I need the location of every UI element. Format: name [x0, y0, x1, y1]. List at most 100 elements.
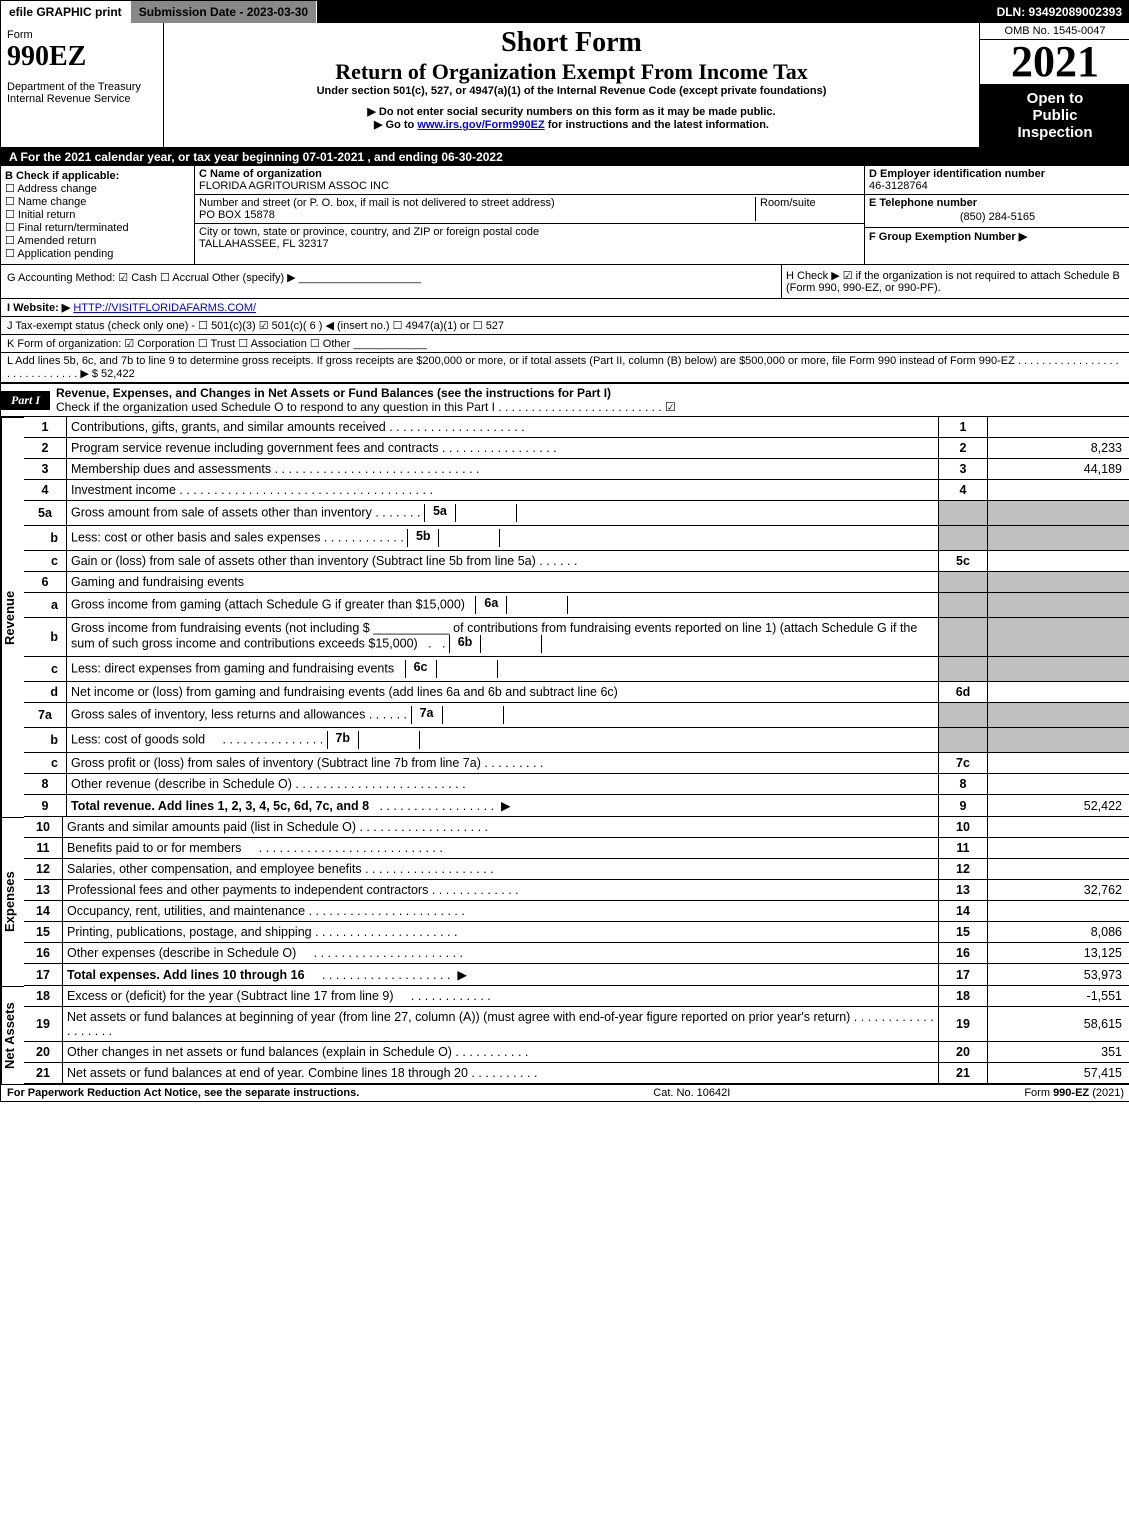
opt-application-pending[interactable]: ☐ Application pending [5, 247, 190, 260]
header-left: Form 990EZ Department of the Treasury In… [1, 23, 164, 147]
box-f: F Group Exemption Number ▶ [865, 228, 1129, 245]
row-5b: bLess: cost or other basis and sales exp… [24, 526, 1129, 551]
row-8: 8Other revenue (describe in Schedule O) … [24, 774, 1129, 795]
opt-final-return[interactable]: ☐ Final return/terminated [5, 221, 190, 234]
row-6c: cLess: direct expenses from gaming and f… [24, 657, 1129, 682]
row-6a: aGross income from gaming (attach Schedu… [24, 593, 1129, 618]
part1-title-text: Revenue, Expenses, and Changes in Net As… [56, 386, 611, 400]
line-j: J Tax-exempt status (check only one) - ☐… [1, 317, 1129, 335]
header-right: OMB No. 1545-0047 2021 Open to Public In… [980, 23, 1129, 147]
row-19: 19Net assets or fund balances at beginni… [24, 1007, 1129, 1042]
row-7a: 7aGross sales of inventory, less returns… [24, 703, 1129, 728]
ein-label: D Employer identification number [869, 168, 1045, 180]
org-name: FLORIDA AGRITOURISM ASSOC INC [199, 180, 389, 192]
opt-initial-return[interactable]: ☐ Initial return [5, 208, 190, 221]
row-10: 10Grants and similar amounts paid (list … [24, 817, 1129, 838]
irs-link[interactable]: www.irs.gov/Form990EZ [417, 119, 544, 131]
submission-date: Submission Date - 2023-03-30 [131, 1, 317, 23]
line-l: L Add lines 5b, 6c, and 7b to line 9 to … [1, 353, 1129, 383]
box-b-title: B Check if applicable: [5, 170, 190, 182]
row-1: 1Contributions, gifts, grants, and simil… [24, 417, 1129, 438]
box-b: B Check if applicable: ☐ Address change … [1, 166, 195, 264]
row-18: 18Excess or (deficit) for the year (Subt… [24, 986, 1129, 1007]
row-6: 6Gaming and fundraising events [24, 572, 1129, 593]
box-d: D Employer identification number 46-3128… [865, 166, 1129, 195]
website-link[interactable]: HTTP://VISITFLORIDAFARMS.COM/ [73, 302, 256, 314]
org-name-block: C Name of organization FLORIDA AGRITOURI… [195, 166, 864, 195]
row-14: 14Occupancy, rent, utilities, and mainte… [24, 901, 1129, 922]
street-value: PO BOX 15878 [199, 209, 275, 221]
row-12: 12Salaries, other compensation, and empl… [24, 859, 1129, 880]
street-block: Number and street (or P. O. box, if mail… [195, 195, 864, 224]
row-2: 2Program service revenue including gover… [24, 438, 1129, 459]
line-g: G Accounting Method: ☑ Cash ☐ Accrual Ot… [1, 265, 781, 298]
form-header: Form 990EZ Department of the Treasury In… [1, 23, 1129, 148]
subtitle: Under section 501(c), 527, or 4947(a)(1)… [170, 85, 973, 97]
open-line3: Inspection [986, 124, 1124, 141]
phone-label: E Telephone number [869, 197, 977, 209]
row-15: 15Printing, publications, postage, and s… [24, 922, 1129, 943]
expenses-table: 10Grants and similar amounts paid (list … [24, 817, 1129, 986]
city-label: City or town, state or province, country… [199, 226, 539, 238]
irs-label: Internal Revenue Service [7, 93, 157, 105]
opt-amended[interactable]: ☐ Amended return [5, 234, 190, 247]
dept-treasury: Department of the Treasury [7, 81, 157, 93]
open-to-public: Open to Public Inspection [980, 84, 1129, 147]
topbar: efile GRAPHIC print Submission Date - 20… [1, 1, 1129, 23]
row-17: 17Total expenses. Add lines 10 through 1… [24, 964, 1129, 986]
note-goto: ▶ Go to www.irs.gov/Form990EZ for instru… [170, 118, 973, 131]
efile-print[interactable]: efile GRAPHIC print [1, 1, 131, 23]
netassets-section: Net Assets 18Excess or (deficit) for the… [1, 986, 1129, 1084]
part1-header: Part I Revenue, Expenses, and Changes in… [1, 383, 1129, 417]
box-def: D Employer identification number 46-3128… [864, 166, 1129, 264]
row-11: 11Benefits paid to or for members . . . … [24, 838, 1129, 859]
row-16: 16Other expenses (describe in Schedule O… [24, 943, 1129, 964]
tax-year: 2021 [980, 40, 1129, 84]
website-label: I Website: ▶ [7, 302, 70, 314]
city-value: TALLAHASSEE, FL 32317 [199, 238, 329, 250]
dln: DLN: 93492089002393 [989, 1, 1129, 23]
row-20: 20Other changes in net assets or fund ba… [24, 1042, 1129, 1063]
line-h: H Check ▶ ☑ if the organization is not r… [781, 265, 1129, 298]
row-4: 4Investment income . . . . . . . . . . .… [24, 480, 1129, 501]
opt-name-change[interactable]: ☐ Name change [5, 195, 190, 208]
box-c: C Name of organization FLORIDA AGRITOURI… [195, 166, 864, 264]
form-word: Form [7, 29, 157, 41]
row-6b: bGross income from fundraising events (n… [24, 618, 1129, 657]
row-5c: cGain or (loss) from sale of assets othe… [24, 551, 1129, 572]
opt-address-change[interactable]: ☐ Address change [5, 182, 190, 195]
footer-left: For Paperwork Reduction Act Notice, see … [7, 1087, 359, 1099]
title-short-form: Short Form [170, 27, 973, 59]
room-suite: Room/suite [755, 197, 860, 221]
vlabel-revenue: Revenue [1, 417, 24, 817]
vlabel-expenses: Expenses [1, 817, 24, 986]
group-exemption-label: F Group Exemption Number ▶ [869, 231, 1027, 243]
open-line2: Public [986, 107, 1124, 124]
row-gh: G Accounting Method: ☑ Cash ☐ Accrual Ot… [1, 265, 1129, 299]
note-ssn: ▶ Do not enter social security numbers o… [170, 105, 973, 118]
part1-check-text: Check if the organization used Schedule … [56, 400, 676, 414]
row-21: 21Net assets or fund balances at end of … [24, 1063, 1129, 1084]
page-footer: For Paperwork Reduction Act Notice, see … [1, 1084, 1129, 1101]
row-13: 13Professional fees and other payments t… [24, 880, 1129, 901]
title-return: Return of Organization Exempt From Incom… [170, 59, 973, 85]
box-bcdef: B Check if applicable: ☐ Address change … [1, 166, 1129, 265]
footer-right: Form 990-EZ (2021) [1024, 1087, 1124, 1099]
ein-value: 46-3128764 [869, 180, 928, 192]
revenue-table: 1Contributions, gifts, grants, and simil… [24, 417, 1129, 817]
row-9: 9Total revenue. Add lines 1, 2, 3, 4, 5c… [24, 795, 1129, 817]
line-i: I Website: ▶ HTTP://VISITFLORIDAFARMS.CO… [1, 299, 1129, 317]
street-label: Number and street (or P. O. box, if mail… [199, 197, 555, 209]
revenue-section: Revenue 1Contributions, gifts, grants, a… [1, 417, 1129, 817]
part1-tag: Part I [1, 391, 50, 410]
row-3: 3Membership dues and assessments . . . .… [24, 459, 1129, 480]
line-k: K Form of organization: ☑ Corporation ☐ … [1, 335, 1129, 353]
city-block: City or town, state or province, country… [195, 224, 864, 252]
row-7c: cGross profit or (loss) from sales of in… [24, 753, 1129, 774]
form-number: 990EZ [7, 41, 157, 73]
goto-pre: ▶ Go to [374, 119, 417, 131]
vlabel-netassets: Net Assets [1, 986, 24, 1084]
goto-post: for instructions and the latest informat… [545, 119, 769, 131]
row-6d: dNet income or (loss) from gaming and fu… [24, 682, 1129, 703]
box-e: E Telephone number (850) 284-5165 [865, 195, 1129, 228]
